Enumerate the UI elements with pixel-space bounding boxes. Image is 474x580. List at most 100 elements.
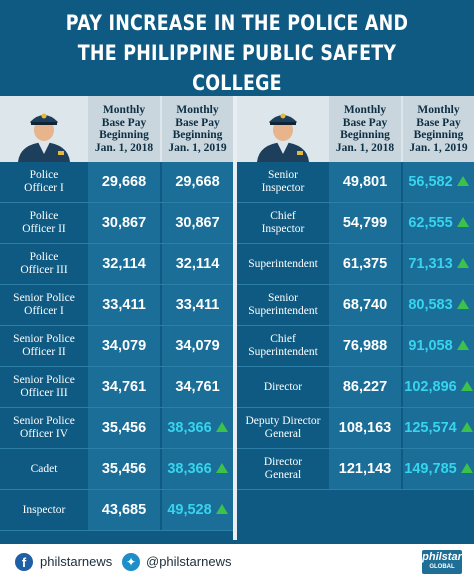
increase-arrow-icon [460,381,473,391]
increase-arrow-icon [215,463,228,473]
page-title: PAY INCREASE IN THE POLICE AND THE PHILI… [40,8,433,98]
pay-2019: 62,555 [408,215,453,231]
pay-2019-cell: 29,668 [162,162,233,202]
pay-2018: 86,227 [329,367,401,407]
rank-label: Chief Superintendent [248,333,318,358]
logo-subtext: GLOBAL [429,564,455,570]
right-table-header: Monthly Base Pay Beginning Jan. 1, 2018 … [237,96,474,162]
facebook-icon[interactable]: f [15,553,33,571]
increase-arrow-icon [456,340,469,350]
pay-2019-cell: 32,114 [162,244,233,284]
pay-2018: 68,740 [329,285,401,325]
pay-2019: 30,867 [175,215,220,231]
table-row: Senior Superintendent 68,740 80,583 [237,285,474,326]
pay-2019: 91,058 [408,338,453,354]
pay-2018: 108,163 [329,408,401,448]
police-officer-icon [239,96,327,162]
table-row: Director General 121,143 149,785 [237,449,474,490]
rank-label: Senior Police Officer III [13,374,75,399]
pay-2019: 71,313 [408,256,453,272]
rank-label: Superintendent [248,257,318,270]
title-line-1: PAY INCREASE IN THE POLICE AND [65,11,409,35]
left-table-header: Monthly Base Pay Beginning Jan. 1, 2018 … [0,96,233,162]
right-table: Monthly Base Pay Beginning Jan. 1, 2018 … [237,96,474,490]
pay-2018: 32,114 [88,244,160,284]
logo-text: philstar [422,551,462,563]
pay-2019-cell: 125,574 [403,408,474,448]
pay-2018: 35,456 [88,408,160,448]
rank-label: Police Officer I [24,169,64,194]
increase-arrow-icon [456,258,469,268]
pay-2019: 80,583 [408,297,453,313]
pay-2019: 34,761 [175,379,220,395]
pay-2018: 34,761 [88,367,160,407]
footer: f philstarnews ✦ @philstarnews philstar … [0,544,474,580]
increase-arrow-icon [215,422,228,432]
pay-2018: 35,456 [88,449,160,489]
pay-2019: 56,582 [408,174,453,190]
pay-2019: 38,366 [167,420,212,436]
header-2018: Monthly Base Pay Beginning Jan. 1, 2018 [329,96,401,162]
increase-arrow-icon [456,217,469,227]
rank-label: Senior Police Officer II [13,333,75,358]
pay-2019: 49,528 [167,502,212,518]
pay-2018: 29,668 [88,162,160,202]
pay-2019-cell: 38,366 [162,449,233,489]
increase-arrow-icon [460,463,473,473]
rank-label: Director [263,380,303,393]
twitter-icon[interactable]: ✦ [122,553,140,571]
pay-2019: 33,411 [175,297,220,313]
rank-label: Senior Police Officer I [13,292,75,317]
pay-2019-cell: 149,785 [403,449,474,489]
pay-2019-cell: 49,528 [162,490,233,530]
table-row: Inspector 43,685 49,528 [0,490,233,531]
table-row: Senior Police Officer III 34,761 34,761 [0,367,233,408]
table-row: Senior Police Officer I 33,411 33,411 [0,285,233,326]
header-2019: Monthly Base Pay Beginning Jan. 1, 2019 [403,96,474,162]
pay-2019: 29,668 [175,174,220,190]
rank-label: Director General [263,456,303,481]
table-row: Senior Police Officer II 34,079 34,079 [0,326,233,367]
philstar-logo: philstar GLOBAL [422,550,462,574]
rank-label: Senior Police Officer IV [13,415,75,440]
pay-2019-cell: 91,058 [403,326,474,366]
table-row: Police Officer II 30,867 30,867 [0,203,233,244]
rank-label: Deputy Director General [245,415,321,440]
pay-2019: 102,896 [404,379,457,395]
rank-label: Police Officer II [22,210,66,235]
pay-2018: 34,079 [88,326,160,366]
pay-2019-cell: 38,366 [162,408,233,448]
rank-label: Senior Inspector [261,169,305,194]
facebook-handle[interactable]: philstarnews [40,554,113,569]
header-2018: Monthly Base Pay Beginning Jan. 1, 2018 [88,96,160,162]
pay-2018: 49,801 [329,162,401,202]
increase-arrow-icon [460,422,473,432]
pay-2018: 33,411 [88,285,160,325]
pay-2018: 54,799 [329,203,401,243]
rank-label: Inspector [22,503,66,516]
pay-2019-cell: 33,411 [162,285,233,325]
pay-2019-cell: 34,761 [162,367,233,407]
table-row: Deputy Director General 108,163 125,574 [237,408,474,449]
pay-2019: 38,366 [167,461,212,477]
pay-2019-cell: 62,555 [403,203,474,243]
pay-2019: 149,785 [404,461,457,477]
right-table-rows: Senior Inspector 49,801 56,582 Chief Inspec… [237,162,474,490]
column-divider [233,96,237,540]
pay-2018: 30,867 [88,203,160,243]
rank-label: Police Officer III [20,251,68,276]
increase-arrow-icon [215,504,228,514]
table-row: Police Officer III 32,114 32,114 [0,244,233,285]
pay-2018: 76,988 [329,326,401,366]
left-table: Monthly Base Pay Beginning Jan. 1, 2018 … [0,96,233,531]
table-row: Director 86,227 102,896 [237,367,474,408]
title-line-2: THE PHILIPPINE PUBLIC SAFETY COLLEGE [77,41,397,95]
table-row: Superintendent 61,375 71,313 [237,244,474,285]
table-row: Police Officer I 29,668 29,668 [0,162,233,203]
table-row: Senior Inspector 49,801 56,582 [237,162,474,203]
pay-2019-cell: 71,313 [403,244,474,284]
table-row: Chief Superintendent 76,988 91,058 [237,326,474,367]
twitter-handle[interactable]: @philstarnews [146,554,232,569]
rank-label: Chief Inspector [261,210,305,235]
